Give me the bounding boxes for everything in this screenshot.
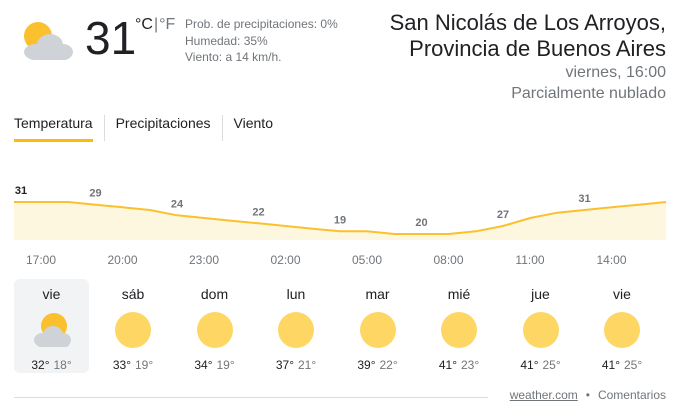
sunny-icon	[196, 312, 233, 348]
temperature-data-label: 20	[415, 217, 427, 229]
location-name-line2: Provincia de Buenos Aires	[409, 36, 666, 61]
unit-fahrenheit-button[interactable]: °F	[159, 16, 176, 33]
temperature-data-label: 24	[171, 198, 184, 210]
hour-axis: 17:00 20:00 23:00 02:00 05:00 08:00 11:00 14:00	[14, 253, 666, 269]
day-name: vie	[42, 286, 61, 302]
temperature-data-label: 29	[89, 188, 101, 200]
humidity-text: Humedad: 35%	[185, 33, 268, 48]
day-forecast-2[interactable]: dom 34° 19°	[177, 279, 252, 373]
day-low-temp: 21°	[298, 358, 317, 372]
day-name: mar	[365, 286, 390, 302]
day-name: mié	[447, 286, 471, 302]
day-forecast-5[interactable]: mié 41° 23°	[422, 279, 497, 373]
location-name-line1: San Nicolás de Los Arroyos,	[389, 10, 666, 35]
day-temperatures: 34° 19°	[177, 358, 252, 372]
feedback-link[interactable]: Comentarios	[597, 388, 666, 402]
footer: weather.com • Comentarios	[510, 388, 666, 402]
day-low-temp: 18°	[53, 358, 72, 372]
day-temperatures: 33° 19°	[96, 358, 171, 372]
current-temperature: 31	[85, 12, 137, 64]
day-high-temp: 39°	[357, 358, 376, 372]
day-forecast-0[interactable]: vie 32° 18°	[14, 279, 89, 373]
footer-divider	[14, 397, 488, 398]
day-high-temp: 41°	[601, 358, 620, 372]
day-name: dom	[200, 286, 229, 302]
hour-tick-label: 08:00	[433, 253, 464, 267]
temperature-data-label: 22	[252, 206, 264, 218]
day-low-temp: 19°	[135, 358, 154, 372]
hour-tick-label: 11:00	[515, 253, 545, 267]
temperature-line	[14, 201, 667, 235]
day-temperatures: 41° 25°	[503, 358, 578, 372]
partly-cloudy-icon	[24, 22, 73, 60]
day-high-temp: 41°	[438, 358, 457, 372]
sunny-icon	[278, 312, 314, 348]
day-low-temp: 25°	[542, 358, 561, 372]
sunny-icon	[115, 312, 151, 348]
day-forecast-7[interactable]: vie 41° 25°	[585, 279, 660, 373]
day-forecast-6[interactable]: jue 41° 25°	[503, 279, 578, 373]
hour-tick-label: 02:00	[270, 253, 301, 267]
day-low-temp: 19°	[216, 358, 235, 372]
sunny-icon	[604, 312, 640, 348]
hour-tick-label: 05:00	[351, 253, 383, 267]
current-datetime: viernes, 16:00	[565, 64, 666, 81]
hour-tick-label: 14:00	[596, 253, 627, 267]
weather-details: Prob. de precipitaciones: 0% Humedad: 35…	[185, 16, 338, 66]
day-name: jue	[531, 286, 550, 302]
day-low-temp: 23°	[461, 358, 480, 372]
location-block: San Nicolás de Los Arroyos, Provincia de…	[390, 10, 666, 104]
day-high-temp: 41°	[520, 358, 539, 372]
temperature-data-label: 31	[578, 193, 590, 205]
day-forecast-4[interactable]: mar 39° 22°	[340, 279, 415, 373]
source-link[interactable]: weather.com	[509, 388, 578, 402]
wind-text: Viento: a 14 km/h.	[185, 50, 282, 64]
day-temperatures: 39° 22°	[340, 358, 415, 372]
tab-precipitaciones[interactable]: Precipitaciones	[103, 115, 211, 141]
unit-celsius-button[interactable]: °C	[135, 16, 153, 33]
partly-cloudy-icon	[33, 313, 71, 347]
daily-forecast: vie 32° 18° sáb 33° 19° dom 34° 19° lun 37° 21° mar 3…	[14, 279, 666, 373]
day-forecast-1[interactable]: sáb 33° 19°	[96, 279, 171, 373]
day-temperatures: 41° 23°	[422, 358, 497, 372]
hour-tick-label: 23:00	[188, 253, 220, 267]
day-name: vie	[613, 286, 631, 302]
day-high-temp: 37°	[275, 358, 294, 372]
temperature-data-label: 27	[497, 209, 509, 221]
day-temperatures: 32° 18°	[14, 358, 89, 372]
temperature-data-label: 19	[334, 214, 346, 226]
sunny-icon	[359, 312, 396, 348]
day-forecast-3[interactable]: lun 37° 21°	[259, 279, 334, 373]
tab-viento[interactable]: Viento	[221, 115, 273, 141]
day-name: sáb	[121, 286, 145, 302]
day-name: lun	[286, 286, 306, 302]
temperature-data-label: 31	[15, 185, 27, 197]
precipitation-text: Prob. de precipitaciones: 0%	[185, 17, 338, 31]
sunny-icon	[441, 312, 477, 348]
temperature-chart: 31 29 24 22 19 20 27 31	[14, 185, 667, 240]
day-low-temp: 22°	[379, 358, 398, 372]
tab-temperatura[interactable]: Temperatura	[14, 115, 93, 142]
unit-toggle: °C|°F	[135, 16, 175, 34]
day-high-temp: 33°	[112, 358, 131, 372]
chart-tabs: Temperatura Precipitaciones Viento	[14, 115, 273, 142]
day-high-temp: 32°	[31, 358, 50, 372]
unit-separator: |	[153, 16, 159, 33]
day-temperatures: 41° 25°	[585, 358, 660, 372]
hour-tick-label: 17:00	[25, 253, 57, 267]
current-condition: Parcialmente nublado	[511, 85, 666, 102]
hour-tick-label: 20:00	[107, 253, 138, 267]
day-high-temp: 34°	[194, 358, 213, 372]
temperature-area	[14, 202, 666, 240]
day-low-temp: 25°	[624, 358, 643, 372]
footer-separator: •	[585, 388, 590, 402]
sunny-icon	[522, 312, 559, 348]
day-temperatures: 37° 21°	[259, 358, 334, 372]
